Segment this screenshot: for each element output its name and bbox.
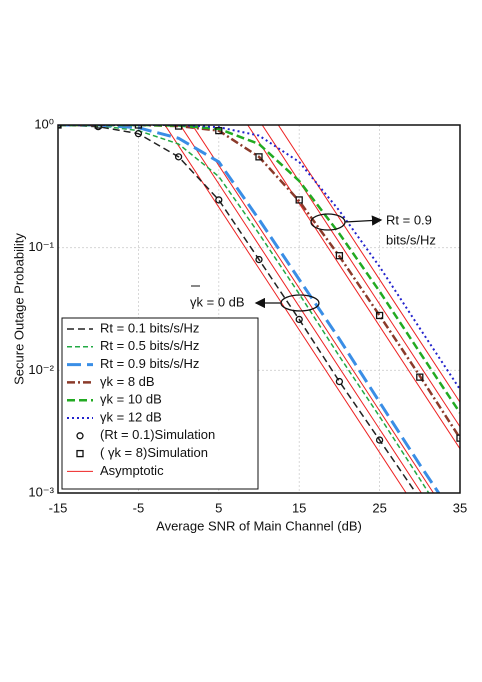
x-tick-label: -5 (133, 500, 145, 515)
legend-marker (76, 432, 84, 440)
legend-label: (Rt = 0.1)Simulation (100, 427, 215, 442)
series-line (58, 125, 441, 493)
sim-point (456, 434, 460, 442)
annotation: γk = 0 dB (190, 294, 245, 309)
sim-point (174, 125, 183, 130)
x-tick-label: 35 (453, 500, 467, 515)
x-tick-label: 15 (292, 500, 306, 515)
legend-label: ( γk = 8)Simulation (100, 445, 208, 460)
legend-label: Rt = 0.1 bits/s/Hz (100, 320, 199, 335)
asymptote-line (247, 125, 460, 450)
legend-marker (76, 449, 84, 458)
series-line (58, 125, 417, 493)
sim-point (94, 125, 102, 129)
plot-frame (57, 124, 461, 494)
sim-point (375, 311, 384, 320)
sim-point (134, 130, 143, 138)
sim-point (215, 196, 223, 204)
sim-point (295, 315, 303, 324)
sim-point (295, 196, 303, 204)
annotation: bits/s/Hz (386, 232, 436, 247)
y-tick-label: 10⁻¹ (28, 239, 54, 254)
series-line (58, 125, 460, 439)
legend: Rt = 0.1 bits/s/Hz Rt = 0.5 bits/s/Hz Rt =… (67, 320, 215, 478)
y-axis-label: Secure Outage Probability (11, 233, 26, 385)
legend-label: Asymptotic (100, 463, 164, 478)
x-axis-label: Average SNR of Main Channel (dB) (156, 518, 362, 533)
callout-arrow (344, 215, 383, 226)
plot-data (58, 125, 460, 493)
x-tick-label: -15 (49, 500, 68, 515)
sim-point (215, 126, 223, 135)
legend-label: γk = 12 dB (100, 409, 162, 424)
x-tick-label: 25 (372, 500, 386, 515)
legend-box (61, 317, 259, 490)
sim-point (335, 377, 344, 386)
y-tick-label: 10⁻² (28, 362, 54, 377)
legend-label: Rt = 0.9 bits/s/Hz (100, 356, 199, 371)
series-line (58, 125, 460, 390)
legend-label: γk = 10 dB (100, 392, 162, 407)
sim-point (134, 125, 143, 129)
sim-point (375, 436, 384, 444)
asymptote-line (179, 125, 422, 493)
sim-point (174, 153, 183, 161)
legend-label: γk = 8 dB (100, 374, 155, 389)
sim-point (335, 252, 344, 260)
sim-point (255, 255, 263, 264)
y-tick-label: 10⁰ (34, 116, 54, 131)
y-tick-label: 10⁻³ (28, 484, 54, 499)
sim-point (255, 153, 263, 161)
legend-label: Rt = 0.5 bits/s/Hz (100, 338, 199, 353)
annotation: Rt = 0.9 (386, 212, 432, 227)
sim-point (416, 373, 424, 381)
x-tick-label: 5 (215, 500, 222, 515)
series-line (58, 125, 430, 493)
